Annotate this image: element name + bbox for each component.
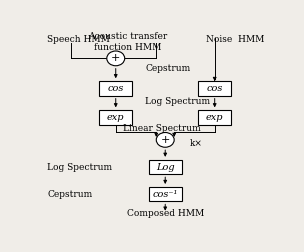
Text: Speech HMM: Speech HMM	[47, 35, 110, 44]
Text: Cepstrum: Cepstrum	[47, 190, 93, 199]
Bar	[99, 110, 132, 125]
Text: Composed HMM: Composed HMM	[126, 209, 204, 218]
Text: Log Spectrum: Log Spectrum	[47, 163, 112, 172]
Text: Cepstrum: Cepstrum	[145, 64, 190, 73]
Text: +: +	[161, 135, 170, 145]
Circle shape	[107, 51, 125, 66]
Text: +: +	[111, 53, 120, 63]
Bar	[149, 160, 182, 174]
Bar	[198, 81, 231, 96]
Bar	[99, 81, 132, 96]
Text: Noise  HMM: Noise HMM	[206, 35, 264, 44]
Text: exp: exp	[206, 113, 223, 122]
Bar	[149, 187, 182, 202]
Bar	[198, 110, 231, 125]
Text: cos: cos	[206, 84, 223, 93]
Text: Acoustic transfer
function HMM: Acoustic transfer function HMM	[88, 32, 167, 52]
Text: k×: k×	[190, 139, 203, 148]
Text: Linear Spectrum: Linear Spectrum	[123, 124, 201, 133]
Text: cos⁻¹: cos⁻¹	[153, 190, 178, 199]
Text: Log Spectrum: Log Spectrum	[145, 97, 210, 106]
Circle shape	[156, 133, 174, 147]
Text: cos: cos	[108, 84, 124, 93]
Text: Log: Log	[156, 163, 174, 172]
Text: exp: exp	[107, 113, 125, 122]
